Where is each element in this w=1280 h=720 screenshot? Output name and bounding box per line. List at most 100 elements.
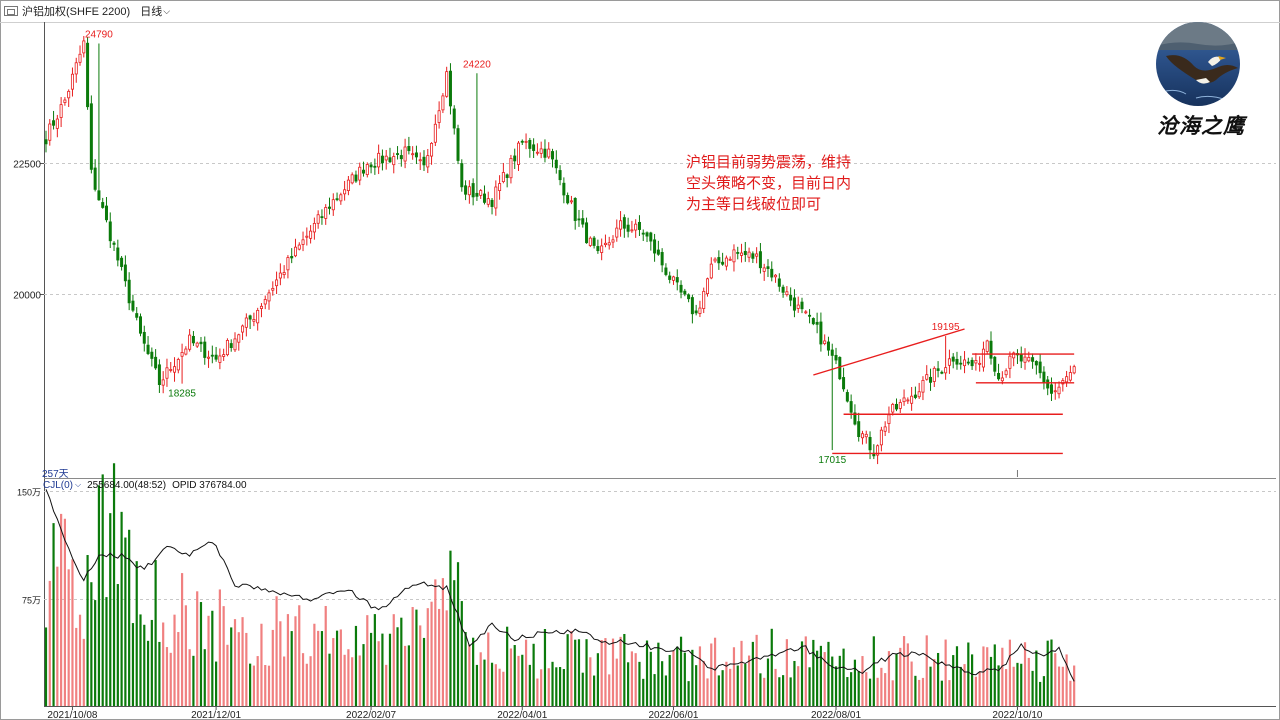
volume-bar (158, 641, 161, 706)
candle-body (683, 290, 687, 295)
volume-bar (237, 632, 240, 706)
volume-bar (56, 566, 59, 706)
candle-body (622, 217, 626, 229)
volume-bar (369, 632, 373, 706)
volume-bar (524, 639, 528, 706)
window-icon[interactable] (4, 6, 18, 16)
candle-body (562, 182, 566, 196)
trendline[interactable] (813, 328, 965, 376)
volume-bar (683, 652, 686, 706)
candle-body (940, 371, 944, 374)
volume-bar (249, 663, 252, 706)
candle-body (751, 253, 755, 259)
candle-body (698, 307, 702, 314)
candle-body (554, 159, 558, 169)
volume-bar (838, 655, 841, 706)
volume-bar (199, 602, 203, 706)
candle-body (55, 118, 59, 129)
candle-body (569, 200, 573, 203)
volume-bar (502, 671, 505, 706)
candle-body (309, 230, 313, 239)
candle-body (48, 123, 52, 141)
volume-bar (479, 652, 482, 706)
volume-bar (109, 513, 112, 706)
indicator-selector[interactable]: CJL(0) (43, 479, 74, 491)
candle-body (127, 279, 131, 304)
candle-body (241, 325, 245, 333)
volume-bar (358, 655, 361, 706)
volume-bar (430, 601, 433, 706)
volume-bar (1065, 654, 1068, 706)
volume-bar (638, 661, 641, 706)
candle-body (758, 251, 762, 269)
volume-bar (918, 679, 921, 706)
volume-bar (536, 678, 539, 706)
volume-bar (736, 665, 739, 706)
volume-bar (785, 639, 788, 706)
volume-bar (751, 641, 754, 706)
volume-bar (162, 622, 165, 706)
volume-bar (868, 678, 872, 706)
volume-bar (664, 675, 668, 706)
candle-body (229, 343, 233, 348)
volume-bar (615, 658, 618, 706)
volume-bar (449, 550, 452, 706)
candle-body (1019, 353, 1023, 362)
candle-body (842, 377, 846, 390)
period-selector[interactable]: 日线 ⌵ (140, 3, 170, 19)
volume-bar (562, 669, 565, 706)
volume-bar (963, 664, 966, 706)
candle-body (932, 367, 936, 382)
candle-body (876, 445, 880, 456)
volume-bar (695, 665, 698, 706)
candle-body (248, 315, 252, 320)
volume-bar (887, 651, 891, 706)
volume-bar (725, 661, 728, 706)
symbol-label[interactable]: 沪铝加权(SHFE 2200) (22, 6, 131, 18)
candle-body (766, 266, 770, 269)
candle-body (505, 174, 509, 178)
volume-bar (90, 582, 93, 706)
volume-bar (1046, 640, 1049, 706)
volume-bar (577, 639, 581, 706)
candle-body (188, 334, 192, 350)
volume-bar (475, 664, 479, 706)
candle-body (845, 392, 849, 402)
volume-bar (702, 660, 705, 706)
volume-bar (517, 655, 520, 706)
candle-body (263, 299, 267, 305)
volume-bar (914, 675, 917, 706)
candle-body (717, 257, 721, 264)
volume-bar (264, 665, 267, 706)
candle-body (199, 341, 203, 345)
candle-body (475, 192, 479, 197)
volume-bar (884, 673, 887, 706)
volume-bar (275, 596, 278, 706)
volume-bar (305, 663, 308, 706)
volume-bar (763, 677, 766, 706)
volume-bar (233, 619, 237, 706)
volume-bar (192, 655, 195, 706)
candle-body (252, 319, 256, 322)
candle-body (706, 278, 710, 295)
candle-body (785, 291, 789, 296)
candle-body (108, 221, 112, 242)
volume-bar (143, 624, 146, 706)
candle-body (210, 354, 214, 357)
volume-bar (169, 652, 172, 706)
candle-body (543, 148, 547, 158)
candle-body (808, 314, 812, 317)
candle-body (271, 287, 275, 291)
volume-bar (623, 633, 626, 706)
volume-bar (770, 628, 773, 706)
volume-bar (989, 656, 993, 706)
candle-body (407, 146, 411, 152)
volume-bar (150, 619, 153, 706)
chevron-down-icon[interactable]: ⌵ (75, 480, 82, 489)
volume-bar (245, 632, 248, 706)
candle-body (203, 341, 207, 358)
candle-body (448, 70, 452, 107)
candle-body (1057, 386, 1061, 395)
volume-bar (1005, 669, 1008, 706)
